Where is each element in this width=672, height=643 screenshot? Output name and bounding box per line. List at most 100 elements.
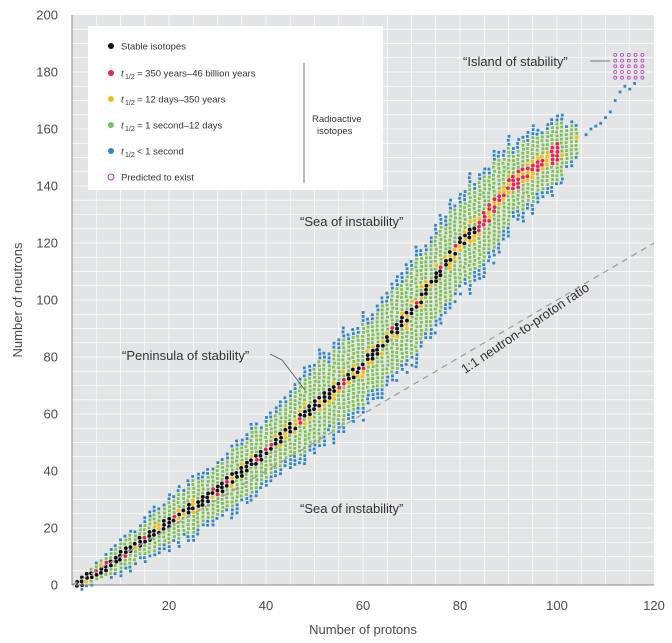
- isotope-point: [318, 392, 322, 396]
- isotope-point: [322, 435, 326, 439]
- isotope-point: [298, 425, 302, 429]
- isotope-point: [459, 204, 462, 208]
- isotope-point: [132, 541, 137, 546]
- isotope-point: [342, 418, 345, 422]
- isotope-point: [395, 334, 400, 339]
- isotope-point: [235, 475, 239, 479]
- isotope-point: [342, 390, 345, 394]
- isotope-point: [478, 277, 482, 280]
- isotope-point: [186, 502, 191, 507]
- isotope-point: [332, 373, 335, 377]
- isotope-point: [366, 333, 370, 337]
- isotope-point: [273, 414, 277, 418]
- isotope-point: [274, 470, 277, 474]
- isotope-point: [361, 346, 365, 350]
- isotope-point: [409, 303, 413, 307]
- isotope-point: [478, 253, 482, 256]
- isotope-point: [215, 517, 219, 520]
- isotope-point: [278, 448, 282, 452]
- isotope-point: [347, 357, 351, 361]
- isotope-point: [458, 264, 462, 268]
- isotope-point: [317, 395, 322, 400]
- isotope-point: [192, 518, 196, 522]
- isotope-point: [429, 328, 433, 331]
- isotope-point: [312, 391, 316, 395]
- isotope-point: [459, 272, 462, 276]
- isotope-point: [439, 245, 442, 249]
- isotope-point: [328, 404, 331, 408]
- isotope-point: [362, 327, 365, 330]
- isotope-point: [289, 410, 292, 414]
- isotope-point: [303, 462, 306, 466]
- isotope-point: [555, 149, 560, 154]
- isotope-point: [172, 495, 176, 499]
- isotope-point: [190, 506, 195, 511]
- isotope-point: [522, 147, 525, 151]
- isotope-point: [177, 512, 182, 517]
- isotope-point: [347, 385, 351, 389]
- isotope-point: [279, 472, 282, 476]
- isotope-point: [361, 386, 365, 390]
- isotope-point: [539, 154, 544, 159]
- isotope-point: [525, 166, 530, 171]
- isotope-point: [385, 303, 389, 307]
- isotope-point: [444, 227, 448, 231]
- isotope-point: [385, 379, 389, 383]
- isotope-point: [539, 162, 544, 167]
- isotope-point: [119, 542, 123, 546]
- isotope-point: [536, 176, 540, 180]
- isotope-point: [298, 441, 302, 445]
- isotope-point: [124, 566, 128, 570]
- isotope-point: [186, 510, 191, 515]
- isotope-point: [396, 295, 399, 299]
- isotope-point: [492, 245, 496, 249]
- isotope-point: [390, 358, 394, 362]
- isotope-point: [288, 442, 292, 446]
- isotope-point: [424, 291, 428, 296]
- isotope-point: [473, 187, 477, 190]
- isotope-point: [293, 443, 296, 446]
- isotope-point: [133, 545, 138, 550]
- isotope-point: [488, 183, 491, 187]
- x-tick-label: 40: [259, 598, 273, 613]
- isotope-point: [419, 340, 423, 344]
- isotope-point: [415, 269, 419, 273]
- isotope-point: [303, 434, 307, 438]
- isotope-point: [230, 492, 234, 496]
- isotope-point: [419, 284, 424, 289]
- isotope-point: [385, 383, 389, 387]
- isotope-point: [565, 153, 568, 156]
- isotope-point: [211, 499, 215, 503]
- isotope-point: [419, 292, 424, 297]
- isotope-point: [240, 454, 244, 458]
- isotope-point: [323, 443, 326, 447]
- isotope-point: [405, 339, 409, 342]
- isotope-point: [492, 225, 496, 229]
- isotope-point: [148, 514, 152, 518]
- isotope-point: [341, 377, 346, 382]
- isotope-point: [279, 424, 283, 428]
- isotope-point: [530, 204, 534, 207]
- isotope-point: [496, 238, 500, 242]
- isotope-point: [507, 170, 511, 174]
- isotope-point: [172, 511, 176, 515]
- isotope-point: [181, 508, 186, 513]
- isotope-point: [478, 241, 482, 244]
- isotope-point: [482, 267, 486, 271]
- isotope-point: [366, 377, 370, 381]
- isotope-point: [419, 249, 423, 252]
- isotope-point: [250, 442, 254, 446]
- isotope-point: [221, 509, 224, 513]
- isotope-point: [506, 190, 511, 195]
- isotope-point: [313, 383, 316, 387]
- isotope-point: [511, 147, 515, 151]
- isotope-point: [419, 332, 423, 336]
- isotope-point: [428, 283, 433, 288]
- isotope-point: [574, 135, 579, 140]
- isotope-point: [448, 230, 452, 234]
- isotope-point: [163, 515, 167, 519]
- isotope-point: [312, 387, 316, 391]
- isotope-point: [444, 299, 448, 303]
- isotope-point: [221, 466, 224, 469]
- isotope-point: [322, 371, 326, 375]
